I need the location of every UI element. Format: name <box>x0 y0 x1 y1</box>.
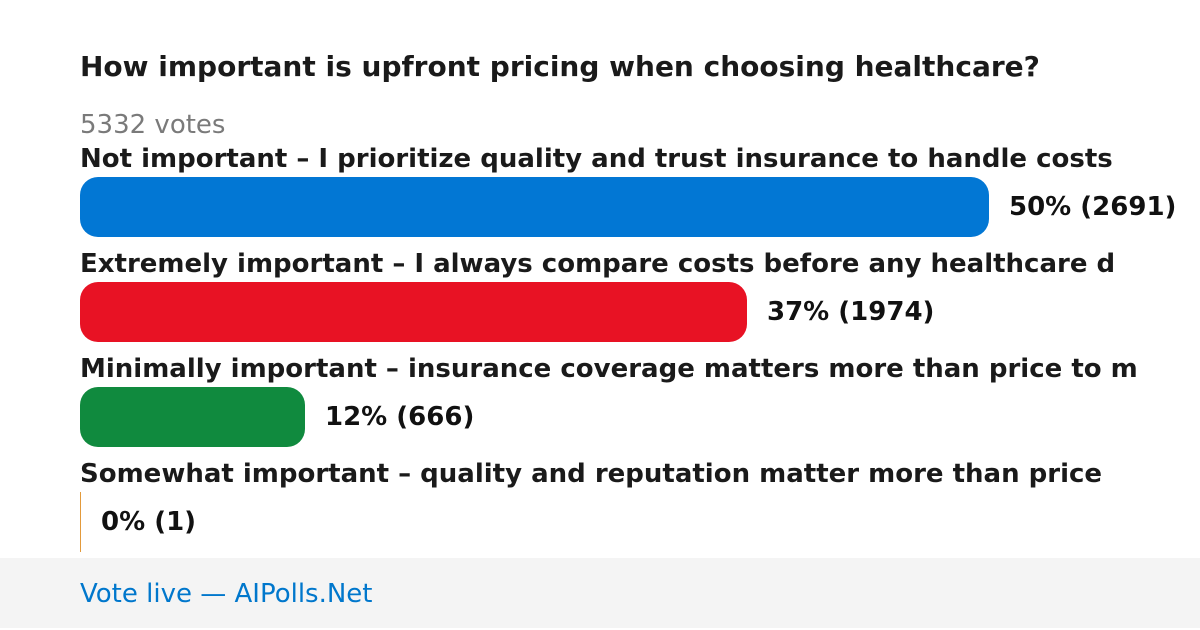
poll-results: Not important – I prioritize quality and… <box>80 141 1200 561</box>
option-bar <box>80 492 81 552</box>
poll-option: Extremely important – I always compare c… <box>80 246 1200 351</box>
option-bar-row: 50% (2691) <box>80 177 1200 237</box>
vote-live-link[interactable]: Vote live — AIPolls.Net <box>80 579 373 609</box>
vote-count: 5332 votes <box>80 110 226 140</box>
poll-option: Not important – I prioritize quality and… <box>80 141 1200 246</box>
option-result: 12% (666) <box>325 402 475 432</box>
option-bar <box>80 282 747 342</box>
option-bar <box>80 387 305 447</box>
poll-option: Minimally important – insurance coverage… <box>80 351 1200 456</box>
poll-option: Somewhat important – quality and reputat… <box>80 456 1200 561</box>
option-label: Extremely important – I always compare c… <box>80 249 1116 279</box>
option-result: 37% (1974) <box>767 297 935 327</box>
option-label: Not important – I prioritize quality and… <box>80 144 1113 174</box>
option-bar-row: 0% (1) <box>80 492 1200 552</box>
option-result: 50% (2691) <box>1009 192 1177 222</box>
option-label: Minimally important – insurance coverage… <box>80 354 1138 384</box>
option-bar-row: 37% (1974) <box>80 282 1200 342</box>
option-result: 0% (1) <box>101 507 197 537</box>
option-bar <box>80 177 989 237</box>
option-bar-row: 12% (666) <box>80 387 1200 447</box>
option-label: Somewhat important – quality and reputat… <box>80 459 1103 489</box>
footer-bar: Vote live — AIPolls.Net <box>0 558 1200 628</box>
poll-question: How important is upfront pricing when ch… <box>80 50 1040 83</box>
